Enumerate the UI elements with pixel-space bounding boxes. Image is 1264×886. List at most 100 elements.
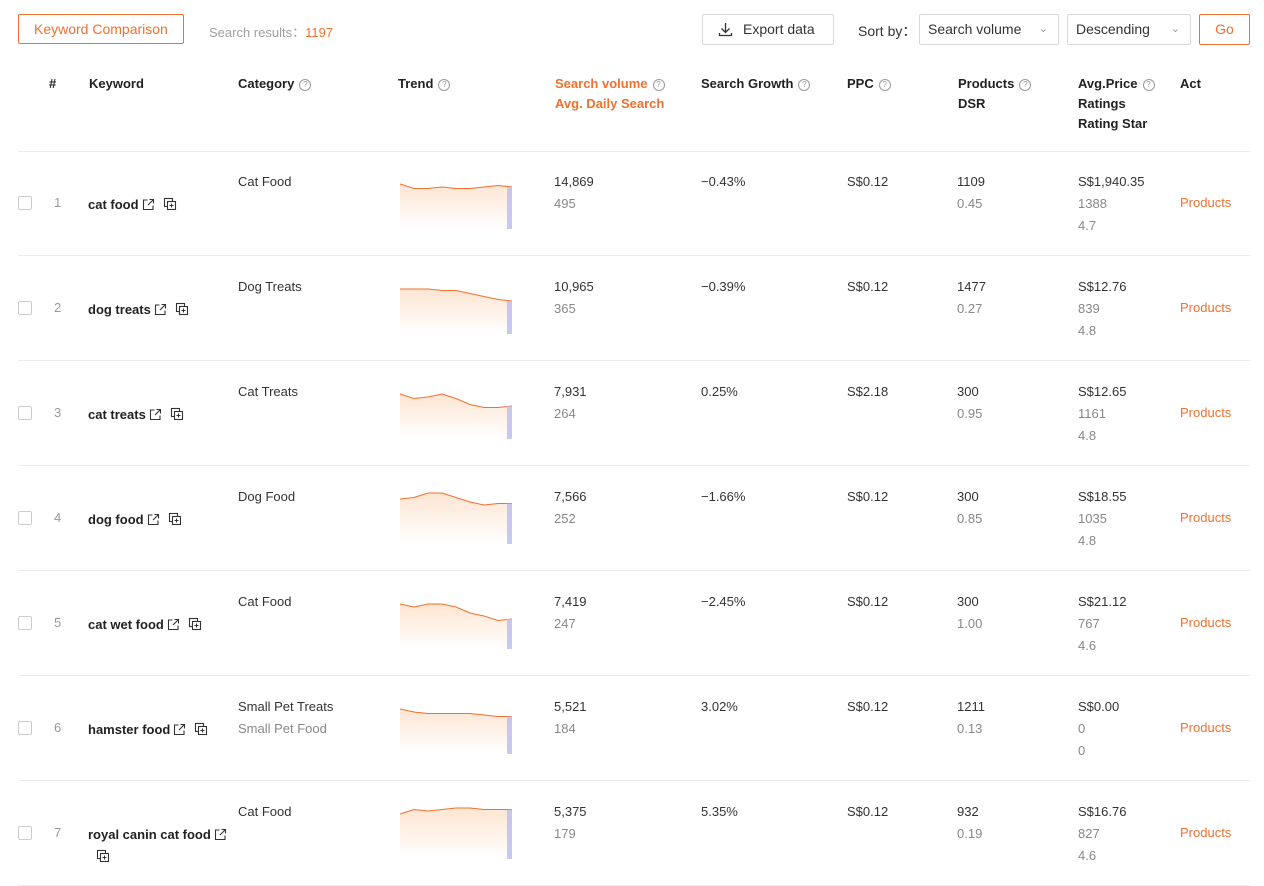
- keyword-link[interactable]: cat treats: [88, 407, 146, 422]
- ppc: S$2.18: [847, 384, 889, 399]
- help-icon[interactable]: ?: [652, 79, 665, 91]
- rating-star: 4.6: [1078, 638, 1097, 653]
- sort-by-label: Sort by：: [858, 23, 917, 39]
- trend-line: [400, 288, 513, 302]
- trend-line: [400, 393, 513, 408]
- col-avg-price[interactable]: Avg.Price? Ratings Rating Star: [1078, 74, 1155, 134]
- search-results: Search results：1197: [209, 22, 333, 41]
- external-link-icon[interactable]: [147, 512, 160, 532]
- copy-icon[interactable]: [175, 302, 189, 322]
- help-icon[interactable]: ?: [1019, 79, 1032, 91]
- rating-star: 4.8: [1078, 323, 1097, 338]
- external-link-icon[interactable]: [149, 407, 162, 427]
- chevron-down-icon: ⌄: [1038, 23, 1048, 35]
- price-cell: S$21.12 767 4.6: [1078, 591, 1126, 657]
- col-ppc[interactable]: PPC?: [847, 74, 891, 94]
- external-link-icon[interactable]: [154, 302, 167, 322]
- search-volume: 7,419: [554, 594, 587, 609]
- products-link[interactable]: Products: [1180, 510, 1232, 525]
- external-link-icon[interactable]: [167, 617, 180, 637]
- col-keyword[interactable]: Keyword: [89, 76, 144, 91]
- keyword-cell: cat treats: [88, 405, 238, 427]
- row-checkbox[interactable]: [18, 196, 32, 210]
- trend-line: [400, 603, 513, 622]
- help-icon[interactable]: ?: [299, 79, 312, 91]
- row-checkbox[interactable]: [18, 511, 32, 525]
- copy-icon[interactable]: [96, 849, 110, 869]
- keyword-comparison-button[interactable]: Keyword Comparison: [18, 14, 184, 44]
- external-link-icon[interactable]: [142, 197, 155, 217]
- search-volume: 14,869: [554, 174, 594, 189]
- volume-cell: 7,419 247: [554, 591, 587, 635]
- copy-icon[interactable]: [194, 722, 208, 742]
- col-search-growth[interactable]: Search Growth?: [701, 74, 811, 94]
- keyword-link[interactable]: dog treats: [88, 302, 151, 317]
- help-icon[interactable]: ?: [1142, 79, 1155, 91]
- products-link[interactable]: Products: [1180, 720, 1232, 735]
- category-cell: Cat Food: [238, 591, 291, 613]
- sort-field-select[interactable]: Search volume ⌄: [919, 14, 1059, 45]
- avg-price: S$21.12: [1078, 594, 1127, 609]
- products-link[interactable]: Products: [1180, 825, 1232, 840]
- search-volume: 7,931: [554, 384, 587, 399]
- col-category[interactable]: Category?: [238, 74, 312, 94]
- copy-icon[interactable]: [163, 197, 177, 217]
- sort-order-select[interactable]: Descending ⌄: [1067, 14, 1191, 45]
- trend-current-bar: [507, 406, 512, 439]
- products-cell: 1109 0.45: [957, 171, 985, 215]
- download-icon: [718, 23, 733, 37]
- ratings-count: 0: [1078, 721, 1086, 736]
- col-search-volume[interactable]: Search volume? Avg. Daily Search: [555, 74, 665, 114]
- products-count: 1477: [957, 279, 986, 294]
- products-link[interactable]: Products: [1180, 615, 1232, 630]
- category-cell: Dog Treats: [238, 276, 302, 298]
- row-checkbox[interactable]: [18, 826, 32, 840]
- rating-star: 0: [1078, 743, 1086, 758]
- trend-current-bar: [507, 187, 512, 229]
- ppc: S$0.12: [847, 699, 889, 714]
- products-cell: 300 0.85: [957, 486, 982, 530]
- avg-price: S$12.65: [1078, 384, 1127, 399]
- category-primary: Small Pet Treats: [238, 699, 334, 714]
- row-checkbox[interactable]: [18, 406, 32, 420]
- products-link[interactable]: Products: [1180, 405, 1232, 420]
- keyword-link[interactable]: royal canin cat food: [88, 827, 211, 842]
- trend-line: [400, 807, 512, 815]
- search-growth: −0.43%: [701, 174, 746, 189]
- external-link-icon[interactable]: [173, 722, 186, 742]
- table-row: 7 royal canin cat food Cat Food 5,375 179 5.3…: [18, 781, 1250, 886]
- help-icon[interactable]: ?: [878, 79, 891, 91]
- avg-daily-search: 365: [554, 301, 576, 316]
- go-button[interactable]: Go: [1199, 14, 1250, 45]
- row-checkbox[interactable]: [18, 721, 32, 735]
- products-link[interactable]: Products: [1180, 300, 1232, 315]
- copy-icon[interactable]: [188, 617, 202, 637]
- col-products[interactable]: Products? DSR: [958, 74, 1032, 114]
- keyword-link[interactable]: cat wet food: [88, 617, 164, 632]
- col-trend-label: Trend: [398, 76, 434, 91]
- col-daily-label: Avg. Daily Search: [555, 96, 665, 111]
- export-data-button[interactable]: Export data: [702, 14, 834, 45]
- volume-cell: 5,375 179: [554, 801, 587, 845]
- col-trend[interactable]: Trend?: [398, 74, 451, 94]
- external-link-icon[interactable]: [214, 827, 227, 847]
- products-link[interactable]: Products: [1180, 195, 1232, 210]
- search-volume: 5,375: [554, 804, 587, 819]
- keyword-link[interactable]: dog food: [88, 512, 144, 527]
- col-price-label: Avg.Price: [1078, 76, 1138, 91]
- row-checkbox[interactable]: [18, 616, 32, 630]
- help-icon[interactable]: ?: [798, 79, 811, 91]
- toolbar: Keyword Comparison Search results：1197 E…: [0, 0, 1264, 60]
- row-checkbox[interactable]: [18, 301, 32, 315]
- ppc: S$0.12: [847, 489, 889, 504]
- keyword-link[interactable]: cat food: [88, 197, 139, 212]
- avg-daily-search: 252: [554, 511, 576, 526]
- trend-line: [400, 492, 512, 506]
- copy-icon[interactable]: [168, 512, 182, 532]
- copy-icon[interactable]: [170, 407, 184, 427]
- help-icon[interactable]: ?: [438, 79, 451, 91]
- table-row: 1 cat food Cat Food 14,869 495 −0.43% S$0.12 11…: [18, 151, 1250, 256]
- avg-daily-search: 179: [554, 826, 576, 841]
- keyword-link[interactable]: hamster food: [88, 722, 171, 737]
- table-row: 5 cat wet food Cat Food 7,419 247 −2.45% S$0.1…: [18, 571, 1250, 676]
